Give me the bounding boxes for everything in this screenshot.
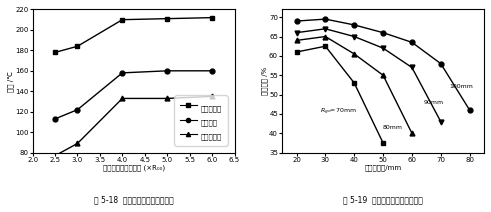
Y-axis label: 集热效率 /%: 集热效率 /% (261, 67, 268, 95)
Text: $R_{go}$=70mm: $R_{go}$=70mm (320, 107, 356, 117)
Text: 90mm: 90mm (423, 100, 443, 105)
X-axis label: 内通道直径/mm: 内通道直径/mm (364, 164, 402, 171)
Legend: 最高温度点, 平均温度, 最低温度点: 最高温度点, 平均温度, 最低温度点 (174, 95, 228, 146)
Y-axis label: 温度 /℃: 温度 /℃ (7, 71, 14, 92)
Text: 80mm: 80mm (383, 125, 403, 130)
Text: 图 5-19  真空管吸附集热器的集热: 图 5-19 真空管吸附集热器的集热 (343, 196, 423, 205)
Text: 100mm: 100mm (449, 84, 473, 89)
X-axis label: 相邻两管的中心距离 (×R₀₀): 相邻两管的中心距离 (×R₀₀) (103, 164, 164, 171)
Text: 图 5-18  真空管内温度变化与相邻: 图 5-18 真空管内温度变化与相邻 (94, 196, 173, 205)
